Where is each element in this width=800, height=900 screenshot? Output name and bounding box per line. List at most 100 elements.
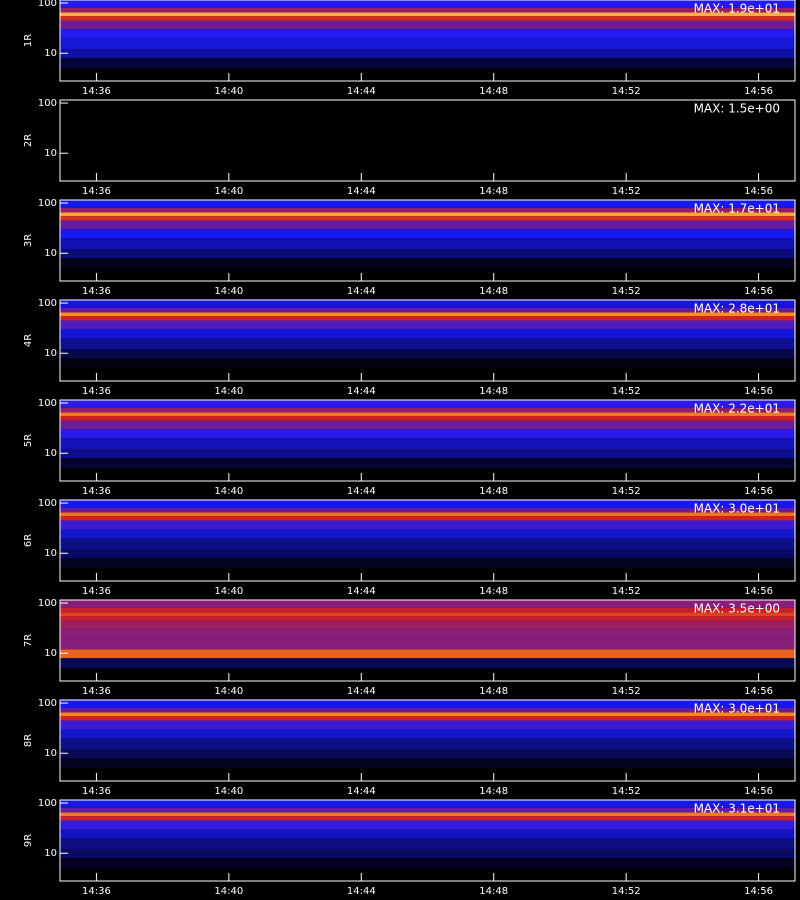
x-tick-label: 14:56: [744, 886, 773, 897]
y-tick-label: 100: [38, 498, 57, 509]
x-tick-label: 14:52: [612, 486, 641, 497]
intensity-band: [60, 816, 795, 821]
y-tick-label: 100: [38, 698, 57, 709]
intensity-band: [60, 116, 795, 121]
y-tick-label: 10: [44, 748, 57, 759]
max-annotation: MAX: 3.1e+01: [694, 802, 780, 816]
y-tick-label: 10: [44, 848, 57, 859]
intensity-band: [60, 238, 795, 250]
x-tick-label: 14:40: [214, 186, 243, 197]
intensity-band: [60, 416, 795, 421]
y-axis-label: 4R: [23, 334, 34, 347]
intensity-band: [60, 100, 795, 108]
intensity-band: [60, 149, 795, 159]
max-annotation: MAX: 1.7e+01: [694, 202, 780, 216]
intensity-band: [60, 716, 795, 721]
intensity-band: [60, 316, 795, 321]
intensity-band: [60, 58, 795, 69]
intensity-band: [60, 168, 795, 181]
intensity-band: [60, 349, 795, 359]
x-tick-label: 14:48: [479, 886, 508, 897]
intensity-band: [60, 158, 795, 169]
intensity-band: [60, 829, 795, 839]
intensity-band: [60, 607, 795, 613]
x-tick-label: 14:52: [612, 886, 641, 897]
x-tick-label: 14:56: [744, 486, 773, 497]
intensity-band: [60, 516, 795, 521]
plot-frame: [59, 299, 796, 382]
y-tick-label: 10: [44, 348, 57, 359]
x-tick-label: 14:48: [479, 686, 508, 697]
x-tick-label: 14:56: [744, 286, 773, 297]
intensity-band: [60, 20, 795, 30]
plot-frame: [59, 0, 796, 82]
x-tick-label: 14:44: [347, 386, 376, 397]
max-annotation: MAX: 1.5e+00: [694, 102, 780, 116]
y-axis-label: 5R: [23, 434, 34, 447]
x-tick-label: 14:44: [347, 286, 376, 297]
max-annotation: MAX: 2.2e+01: [694, 402, 780, 416]
y-axis-label: 2R: [23, 134, 34, 147]
intensity-band: [60, 29, 795, 39]
x-tick-label: 14:36: [82, 886, 111, 897]
y-tick-label: 10: [44, 248, 57, 259]
x-tick-label: 14:40: [214, 586, 243, 597]
x-tick-label: 14:36: [82, 686, 111, 697]
x-tick-label: 14:44: [347, 786, 376, 797]
plot-frame: [59, 199, 796, 282]
y-axis-label: 9R: [23, 834, 34, 847]
intensity-band: [60, 468, 795, 481]
intensity-band: [60, 620, 795, 630]
intensity-band: [60, 400, 795, 408]
intensity-band: [60, 307, 795, 313]
panel: 10 100 14:36 14:40 14:44 14:48 14:52 14:56 8R MAX…: [23, 698, 796, 797]
intensity-band: [60, 207, 795, 213]
x-tick-label: 14:56: [744, 186, 773, 197]
intensity-band: [60, 16, 795, 21]
intensity-band: [60, 68, 795, 81]
y-tick-label: 10: [44, 148, 57, 159]
y-axis-label: 8R: [23, 734, 34, 747]
y-tick-label: 100: [38, 98, 57, 109]
x-tick-label: 14:36: [82, 86, 111, 97]
intensity-band: [60, 458, 795, 469]
intensity-band: [60, 49, 795, 59]
max-annotation: MAX: 3.0e+01: [694, 702, 780, 716]
intensity-band: [60, 0, 795, 8]
intensity-band: [60, 358, 795, 369]
x-tick-label: 14:56: [744, 386, 773, 397]
x-tick-label: 14:44: [347, 86, 376, 97]
intensity-band: [60, 412, 795, 417]
panel: 10 100 14:36 14:40 14:44 14:48 14:52 14:56 5R MAX…: [23, 398, 796, 497]
intensity-band: [60, 438, 795, 450]
intensity-band: [60, 668, 795, 681]
x-tick-label: 14:44: [347, 886, 376, 897]
x-tick-label: 14:36: [82, 486, 111, 497]
intensity-band: [60, 407, 795, 413]
panel: 10 100 14:36 14:40 14:44 14:48 14:52 14:56 7R MAX…: [23, 598, 796, 697]
intensity-band: [60, 820, 795, 830]
x-tick-label: 14:44: [347, 586, 376, 597]
intensity-band: [60, 800, 795, 808]
intensity-band: [60, 712, 795, 717]
intensity-band: [60, 838, 795, 850]
x-tick-label: 14:48: [479, 186, 508, 197]
x-tick-label: 14:52: [612, 386, 641, 397]
x-tick-label: 14:56: [744, 686, 773, 697]
intensity-band: [60, 507, 795, 513]
intensity-band: [60, 616, 795, 621]
intensity-band: [60, 112, 795, 117]
intensity-band: [60, 658, 795, 669]
max-annotation: MAX: 3.0e+01: [694, 502, 780, 516]
x-tick-label: 14:56: [744, 786, 773, 797]
intensity-band: [60, 220, 795, 230]
intensity-band: [60, 868, 795, 881]
plot-frame: [59, 699, 796, 782]
max-annotation: MAX: 1.9e+01: [694, 2, 780, 16]
y-axis-label: 7R: [23, 634, 34, 647]
intensity-band: [60, 268, 795, 281]
y-tick-label: 100: [38, 0, 57, 9]
panel: 10 100 14:36 14:40 14:44 14:48 14:52 14:56 2R MAX…: [23, 98, 796, 197]
y-tick-label: 100: [38, 598, 57, 609]
